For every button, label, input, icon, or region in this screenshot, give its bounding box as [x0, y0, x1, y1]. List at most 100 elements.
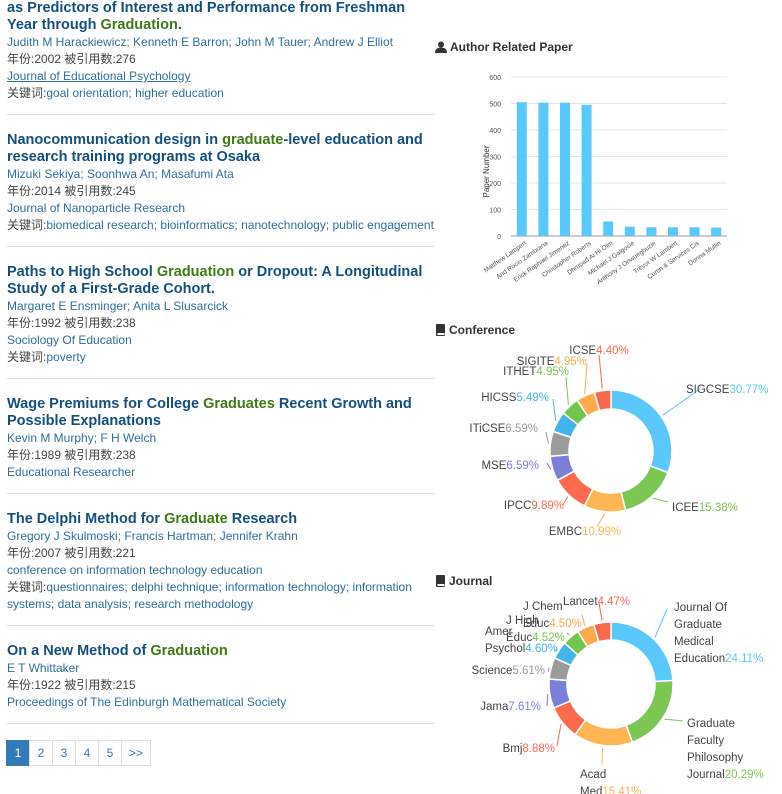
- label-leader-line: [556, 723, 562, 747]
- svg-text:Lancet4.47%: Lancet4.47%: [563, 596, 630, 608]
- donut-slice: [574, 718, 634, 747]
- paper-venue[interactable]: Journal of Nanoparticle Research: [7, 201, 186, 215]
- paper-venue[interactable]: Educational Researcher: [7, 465, 136, 479]
- page-next-button[interactable]: >>: [121, 740, 152, 766]
- title-highlight: Graduation: [156, 264, 235, 280]
- paper-authors[interactable]: Gregory J Skulmoski; Francis Hartman; Je…: [7, 529, 298, 543]
- page-button-4[interactable]: 4: [75, 740, 99, 766]
- label-leader-line: [598, 354, 603, 389]
- label-leader-line: [554, 648, 558, 651]
- paper-title-link[interactable]: Paths to High School Graduation or Dropo…: [7, 264, 435, 298]
- title-text: -level education and research training p…: [7, 132, 423, 165]
- paper-item: as Predictors of Interest and Performanc…: [7, 0, 435, 115]
- slice-label-value: 6.59%: [506, 460, 539, 472]
- page-button-1[interactable]: 1: [6, 740, 30, 766]
- paper-authors[interactable]: Judith M Harackiewicz; Kenneth E Barron;…: [7, 35, 393, 49]
- paper-title-link[interactable]: Wage Premiums for College Graduates Rece…: [7, 396, 435, 430]
- svg-text:Journal20.29%: Journal20.29%: [687, 769, 764, 781]
- slice-label-name: J High: [506, 615, 539, 627]
- svg-text:Graduate: Graduate: [687, 718, 735, 730]
- title-text: On a New Method of: [7, 643, 151, 659]
- paper-authors[interactable]: E T Whittaker: [7, 661, 80, 675]
- slice-label-name: Education: [674, 653, 725, 665]
- bar: [538, 102, 549, 236]
- donut-slice: [610, 621, 674, 683]
- slice-label: Amer Psychol4.60%: [485, 626, 558, 655]
- page-button-5[interactable]: 5: [98, 740, 122, 766]
- label-leader-line: [664, 718, 684, 722]
- page-button-2[interactable]: 2: [29, 740, 53, 766]
- paper-meta: 年份:1992 被引用数:238: [7, 316, 136, 330]
- paper-title-link[interactable]: On a New Method of Graduation: [7, 643, 435, 660]
- title-highlight: Graduation: [100, 17, 178, 33]
- slice-label: ITiCSE6.59%: [469, 423, 538, 435]
- user-icon: [435, 41, 447, 53]
- bar: [711, 227, 722, 236]
- slice-label-name: HICSS: [481, 392, 516, 404]
- svg-text:Psychol4.60%: Psychol4.60%: [485, 643, 558, 655]
- keywords-links[interactable]: questionnaires; delphi technique; inform…: [7, 580, 412, 611]
- paper-meta: 年份:1922 被引用数:215: [7, 678, 136, 692]
- paper-meta: 年份:2014 被引用数:245: [7, 184, 136, 198]
- paper-venue[interactable]: Sociology Of Education: [7, 333, 132, 347]
- title-text: The Delphi Method for: [7, 511, 165, 527]
- slice-label: Science5.61%: [471, 665, 545, 677]
- label-leader-line: [654, 608, 668, 638]
- paper-keywords: 关键词:biomedical research; bioinformatics;…: [7, 217, 435, 234]
- slice-label: Bmj8.88%: [503, 743, 555, 755]
- slice-label-value: 5.49%: [516, 392, 549, 404]
- paper-authors[interactable]: Mizuki Sekiya; Soonhwa An; Masafumi Ata: [7, 167, 234, 181]
- paper-list: as Predictors of Interest and Performanc…: [7, 0, 435, 741]
- conference-donut-chart: SIGCSE30.77% ICEE15.38% EMBC10.99% IPCC9.89…: [469, 345, 768, 538]
- paper-keywords: 关键词:poverty: [7, 349, 435, 366]
- svg-text:MSE6.59%: MSE6.59%: [481, 460, 539, 472]
- book-icon: [436, 324, 445, 336]
- conference-panel-title: Conference: [449, 323, 516, 337]
- paper-venue[interactable]: Proceedings of The Edinburgh Mathematica…: [7, 695, 287, 709]
- slice-label: J Chem Educ4.50%: [523, 601, 582, 630]
- paper-title-link[interactable]: as Predictors of Interest and Performanc…: [7, 0, 435, 34]
- y-axis-label: Paper Number: [482, 145, 491, 197]
- slice-label-value: 4.95%: [536, 366, 569, 378]
- svg-text:ICEE15.38%: ICEE15.38%: [672, 502, 738, 514]
- slice-label-name: J Chem: [523, 601, 563, 613]
- title-highlight: graduate: [222, 132, 284, 148]
- slice-label-value: 4.60%: [525, 643, 558, 655]
- page-button-3[interactable]: 3: [52, 740, 76, 766]
- slice-label-name: EMBC: [549, 526, 582, 538]
- paper-venue[interactable]: conference on information technology edu…: [7, 563, 263, 577]
- label-leader-line: [584, 363, 588, 394]
- svg-text:Faculty: Faculty: [687, 735, 724, 747]
- author-panel-title: Author Related Paper: [450, 40, 573, 54]
- title-text: Research: [227, 511, 298, 527]
- slice-label: MSE6.59%: [481, 460, 539, 472]
- title-highlight: Graduates: [203, 396, 275, 412]
- slice-label-value: 4.40%: [596, 345, 629, 357]
- keywords-links[interactable]: poverty: [46, 350, 86, 364]
- paper-venue[interactable]: Journal of Educational Psychology: [7, 69, 191, 83]
- label-leader-line: [652, 497, 669, 503]
- slice-label: SIGITE4.95%: [517, 356, 587, 368]
- donut-slice: [625, 679, 674, 744]
- slice-label: Graduate Faculty Philosophy Journal20.29%: [687, 718, 764, 781]
- paper-item: Nanocommunication design in graduate-lev…: [7, 132, 435, 247]
- svg-text:SIGCSE30.77%: SIGCSE30.77%: [686, 384, 768, 396]
- keywords-links[interactable]: goal orientation; higher education: [46, 86, 224, 100]
- donut-slice: [610, 389, 673, 474]
- author-panel-header: Author Related Paper: [435, 40, 780, 54]
- slice-label-name: Psychol: [485, 643, 525, 655]
- conference-panel-header: Conference: [435, 323, 780, 337]
- slice-label-name: Amer: [485, 626, 513, 638]
- slice-label-name: ITiCSE: [469, 423, 505, 435]
- svg-text:Med15.41%: Med15.41%: [580, 786, 641, 794]
- paper-title-link[interactable]: The Delphi Method for Graduate Research: [7, 511, 435, 528]
- paper-authors[interactable]: Kevin M Murphy; F H Welch: [7, 431, 157, 445]
- label-leader-line: [596, 513, 605, 528]
- paper-title-link[interactable]: Nanocommunication design in graduate-lev…: [7, 132, 435, 166]
- bar: [516, 102, 527, 236]
- keywords-links[interactable]: biomedical research; bioinformatics; nan…: [46, 218, 434, 232]
- paper-authors[interactable]: Margaret E Ensminger; Anita L Slusarcick: [7, 299, 228, 313]
- slice-label-value: 4.52%: [532, 632, 565, 644]
- slice-label-name: Faculty: [687, 735, 724, 747]
- slice-label-name: Jama: [480, 701, 509, 713]
